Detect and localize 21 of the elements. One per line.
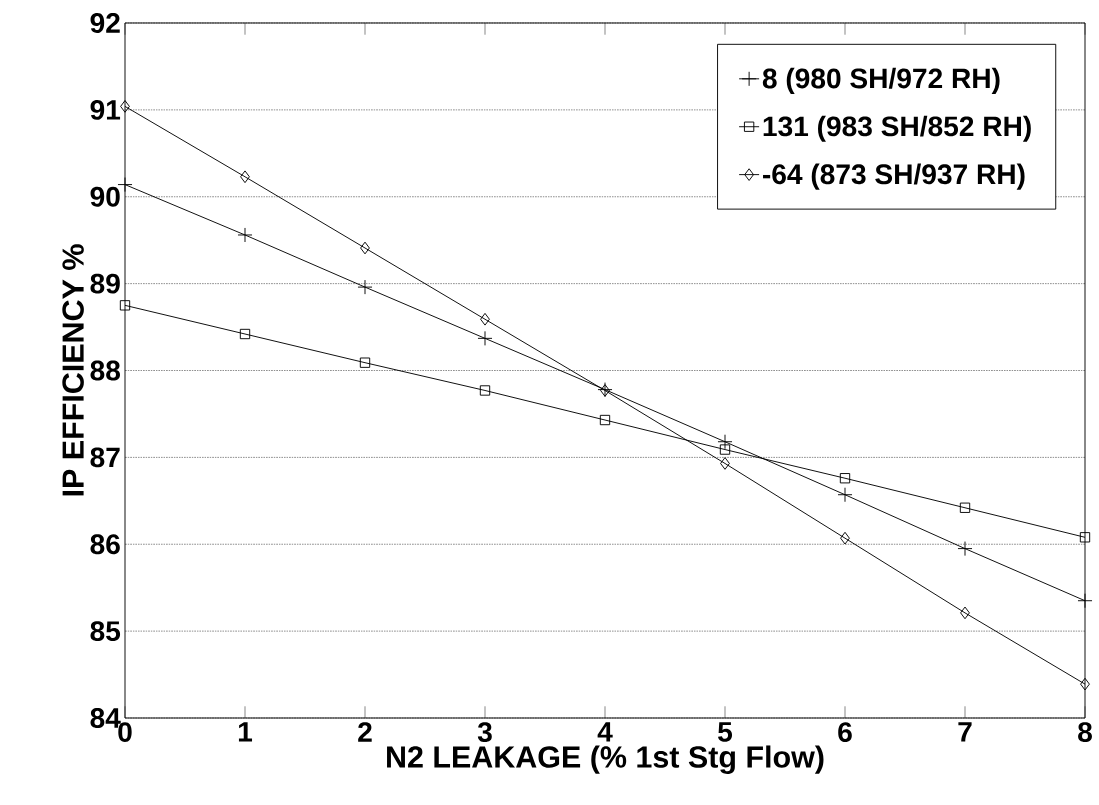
x-tick-label: 8 <box>1078 722 1092 743</box>
x-tick-label: 6 <box>838 722 852 743</box>
x-axis-title: N2 LEAKAGE (% 1st Stg Flow) <box>387 745 824 774</box>
y-axis-title: IP EFFICIENCY % <box>62 244 84 496</box>
x-tick-label: 7 <box>958 722 972 742</box>
y-tick-label: 89 <box>90 273 120 294</box>
legend-label: 8 (980 SH/972 RH) <box>762 67 1000 94</box>
x-tick-label: 3 <box>477 722 492 743</box>
x-tick-label: 5 <box>718 722 733 742</box>
y-tick-label: 92 <box>90 13 120 33</box>
y-tick-label: 86 <box>90 534 120 555</box>
x-tick-label: 4 <box>597 722 613 742</box>
x-tick-label: 2 <box>358 722 372 742</box>
y-tick-label: 88 <box>90 360 120 381</box>
y-tick-label: 85 <box>90 621 121 642</box>
y-tick-label: 91 <box>90 99 121 120</box>
legend-label: -64 (873 SH/937 RH) <box>763 163 1025 190</box>
x-tick-label: 1 <box>238 722 253 742</box>
y-tick-label: 90 <box>90 186 120 207</box>
legend-label: 131 (983 SH/852 RH) <box>763 115 1031 142</box>
y-tick-label: 87 <box>90 447 120 468</box>
